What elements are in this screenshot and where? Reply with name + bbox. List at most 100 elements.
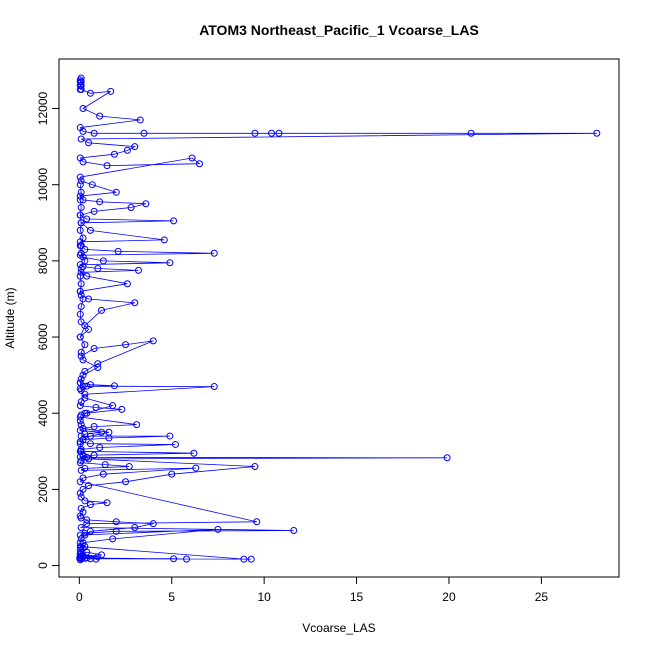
data-point bbox=[112, 518, 120, 526]
data-point bbox=[170, 555, 178, 563]
data-point bbox=[160, 236, 168, 244]
data-point bbox=[131, 143, 139, 151]
data-point bbox=[77, 493, 85, 501]
data-point bbox=[110, 150, 118, 158]
data-point bbox=[85, 139, 93, 147]
data-point bbox=[76, 226, 84, 234]
data-point bbox=[99, 470, 107, 478]
data-point bbox=[77, 303, 85, 311]
data-point bbox=[79, 105, 87, 113]
data-point bbox=[76, 173, 84, 181]
data-point bbox=[190, 449, 198, 457]
data-point bbox=[83, 520, 91, 528]
data-point bbox=[118, 405, 126, 413]
data-point bbox=[214, 525, 222, 533]
data-point bbox=[81, 464, 89, 472]
data-point bbox=[86, 555, 94, 563]
y-tick-label: 6000 bbox=[36, 323, 50, 350]
data-point bbox=[81, 529, 89, 537]
data-point bbox=[275, 129, 283, 137]
data-point bbox=[96, 112, 104, 120]
x-tick-label: 20 bbox=[442, 590, 456, 604]
data-point bbox=[77, 219, 85, 227]
data-point bbox=[77, 466, 85, 474]
data-point bbox=[140, 129, 148, 137]
data-point bbox=[123, 280, 131, 288]
data-point bbox=[83, 272, 91, 280]
y-tick-label: 2000 bbox=[36, 476, 50, 503]
data-point bbox=[77, 375, 85, 383]
data-point bbox=[86, 440, 94, 448]
data-point bbox=[76, 78, 84, 86]
data-point bbox=[195, 160, 203, 168]
data-point bbox=[79, 508, 87, 516]
data-point bbox=[77, 291, 85, 299]
data-point bbox=[122, 341, 130, 349]
data-point bbox=[77, 548, 85, 556]
data-point bbox=[79, 371, 87, 379]
y-tick-label: 4000 bbox=[36, 400, 50, 427]
data-point bbox=[183, 555, 191, 563]
series-line bbox=[79, 77, 597, 338]
data-point bbox=[76, 238, 84, 246]
data-point bbox=[94, 364, 102, 372]
data-point bbox=[240, 555, 248, 563]
data-point bbox=[90, 129, 98, 137]
data-point bbox=[98, 428, 106, 436]
data-point bbox=[76, 384, 84, 392]
y-axis: 0 2000 4000 6000 8000 10000 12000 bbox=[36, 92, 60, 569]
data-point bbox=[251, 463, 259, 471]
data-point bbox=[290, 527, 298, 535]
series-2 bbox=[76, 337, 451, 563]
data-point bbox=[83, 453, 91, 461]
data-point bbox=[86, 381, 94, 389]
data-point bbox=[85, 455, 93, 463]
data-point bbox=[76, 154, 84, 162]
data-point bbox=[77, 352, 85, 360]
data-point bbox=[76, 261, 84, 269]
data-point bbox=[85, 325, 93, 333]
data-point bbox=[77, 504, 85, 512]
data-point bbox=[96, 444, 104, 451]
data-point bbox=[76, 181, 84, 189]
data-point bbox=[81, 341, 89, 349]
data-point bbox=[94, 264, 102, 272]
data-point bbox=[81, 367, 89, 375]
data-point bbox=[142, 200, 150, 208]
y-axis-label: Altitude (m) bbox=[3, 287, 17, 348]
data-point bbox=[90, 423, 98, 431]
data-point bbox=[122, 478, 130, 486]
data-point bbox=[114, 247, 122, 255]
data-point bbox=[105, 434, 113, 442]
y-tick-label: 8000 bbox=[36, 247, 50, 274]
data-point bbox=[443, 454, 451, 462]
data-point bbox=[81, 390, 89, 398]
data-point bbox=[109, 535, 117, 543]
data-point bbox=[85, 482, 93, 490]
data-point bbox=[123, 146, 131, 154]
data-point bbox=[81, 322, 89, 330]
data-point bbox=[76, 531, 84, 539]
y-tick-label: 12000 bbox=[36, 92, 50, 126]
data-point bbox=[131, 299, 139, 307]
data-point bbox=[77, 135, 85, 143]
data-point bbox=[79, 452, 87, 460]
data-point bbox=[76, 287, 84, 295]
data-point bbox=[76, 211, 84, 219]
data-point bbox=[112, 188, 120, 196]
data-point bbox=[79, 356, 87, 364]
data-point bbox=[92, 404, 100, 412]
data-point bbox=[77, 74, 85, 82]
data-point bbox=[83, 382, 91, 390]
data-point bbox=[90, 451, 98, 459]
data-point bbox=[127, 204, 135, 212]
data-point bbox=[99, 257, 107, 265]
data-point bbox=[210, 383, 218, 391]
data-point bbox=[90, 207, 98, 215]
data-point bbox=[103, 499, 111, 507]
data-point bbox=[86, 501, 94, 509]
data-point bbox=[85, 295, 93, 303]
data-point bbox=[98, 306, 106, 314]
data-point bbox=[110, 382, 118, 390]
